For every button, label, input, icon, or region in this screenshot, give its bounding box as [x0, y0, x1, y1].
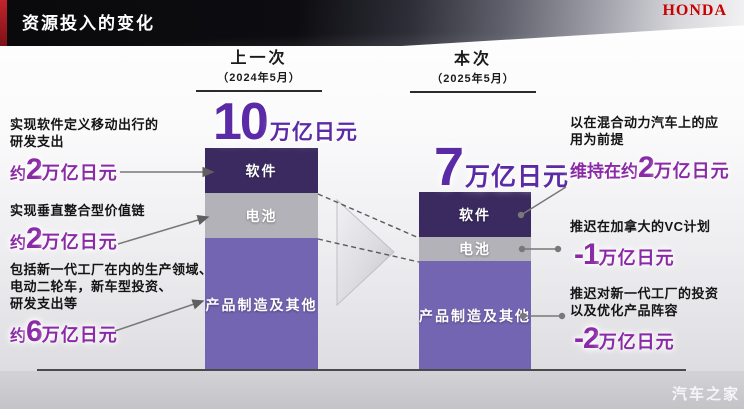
note-value: -1 万亿日元 [574, 238, 675, 271]
page-title: 资源投入的变化 [22, 14, 155, 33]
change-arrow-icon [336, 198, 395, 307]
note-value: -2 万亿日元 [574, 322, 675, 355]
note-text: 研发支出等 [10, 296, 78, 311]
note-text: 实现垂直整合型价值链 [10, 203, 146, 218]
honda-logo: HONDA [662, 2, 727, 19]
column-label: 本次 [453, 51, 492, 68]
note-software-previous: 实现软件定义移动出行的 研发支出 约 2 万亿日元 [10, 116, 159, 185]
note-value: 约 2 万亿日元 [10, 222, 118, 255]
segment-product: 产品制造及其他 [419, 261, 531, 371]
total-unit: 万亿日元 [465, 163, 570, 191]
bar-total-current: 7 万亿日元 [434, 140, 569, 194]
note-text: 包括新一代工厂在内的生产领域、 [10, 262, 213, 277]
note-value: 约 6 万亿日元 [10, 315, 118, 348]
column-date: （2024年5月） [217, 72, 301, 84]
total-number: 10 [213, 93, 269, 151]
bar-total-previous: 10 万亿日元 [213, 96, 358, 148]
footer-strip [0, 371, 744, 409]
segment-software: 软件 [205, 148, 318, 193]
note-product-previous: 包括新一代工厂在内的生产领域、 电动二轮车，新车型投资、 研发支出等 约 6 万… [10, 261, 213, 347]
column-header-current: 本次 （2025年5月） [410, 45, 536, 93]
note-battery-current: 推迟在加拿大的VC计划 -1 万亿日元 [570, 218, 711, 270]
stacked-bar-current: 软件 电池 产品制造及其他 [419, 192, 531, 371]
note-text: 以及优化产品阵容 [570, 303, 679, 318]
note-text: 实现软件定义移动出行的 [10, 117, 159, 132]
note-battery-previous: 实现垂直整合型价值链 约 2 万亿日元 [10, 202, 145, 254]
header-banner [0, 0, 744, 46]
note-text: 研发支出 [10, 134, 65, 149]
note-text: 电动二轮车，新车型投资、 [10, 279, 173, 294]
note-text: 用为前提 [570, 132, 625, 147]
note-text: 以在混合动力汽车上的应 [570, 115, 719, 130]
dashed-link-top [317, 193, 420, 239]
watermark: 汽车之家 [671, 386, 740, 403]
red-accent-bar [0, 0, 7, 46]
segment-software: 软件 [419, 192, 531, 237]
column-underline [410, 91, 536, 93]
total-unit: 万亿日元 [269, 121, 358, 144]
segment-battery: 电池 [419, 237, 531, 261]
connector-dot [554, 245, 562, 253]
column-underline [196, 90, 322, 92]
column-date: （2025年5月） [431, 73, 515, 85]
dashed-link-bottom [317, 238, 420, 263]
column-label: 上一次 [230, 50, 288, 67]
segment-battery: 电池 [205, 193, 318, 238]
total-number: 7 [434, 137, 464, 197]
note-value: 维持在约 2 万亿日元 [570, 151, 730, 184]
stacked-bar-previous: 软件 电池 产品制造及其他 [205, 148, 318, 371]
note-value: 约 2 万亿日元 [10, 153, 118, 186]
note-text: 推迟在加拿大的VC计划 [570, 219, 711, 234]
column-header-previous: 上一次 （2024年5月） [196, 44, 322, 92]
connector-dot [558, 312, 566, 320]
note-software-current: 以在混合动力汽车上的应 用为前提 维持在约 2 万亿日元 [570, 114, 730, 183]
note-product-current: 推迟对新一代工厂的投资 以及优化产品阵容 -2 万亿日元 [570, 285, 719, 354]
segment-product: 产品制造及其他 [205, 238, 318, 371]
note-text: 推迟对新一代工厂的投资 [570, 286, 719, 301]
